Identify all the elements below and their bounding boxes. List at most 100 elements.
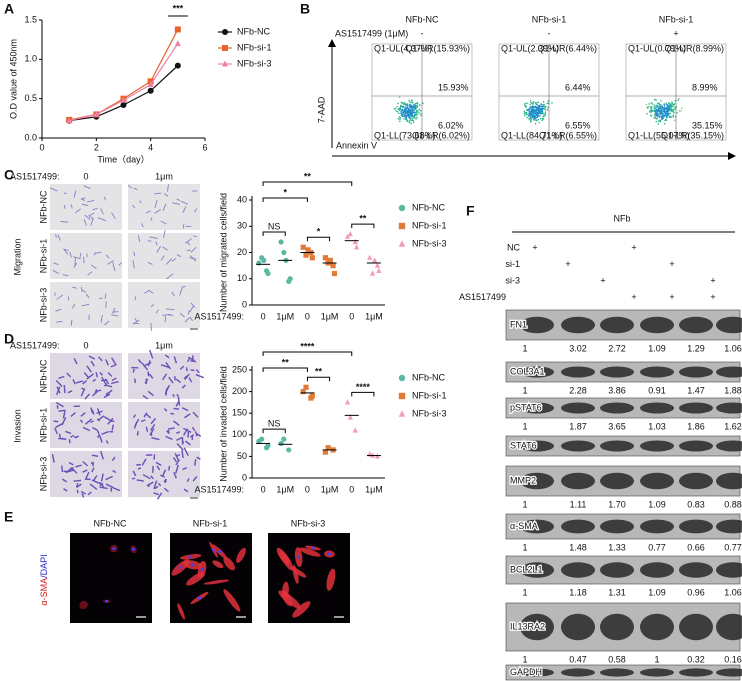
quantification: 1.06 [724,587,742,597]
cell [97,356,103,362]
cell [147,390,154,397]
cell [176,254,181,258]
cell [161,373,168,381]
annotation: ** [359,214,367,224]
condition-mark: + [710,292,715,302]
bracket [351,391,375,397]
cell [111,380,119,385]
event [419,104,421,106]
event [653,104,656,106]
event [657,123,660,125]
cell [110,357,117,366]
cell [190,369,195,372]
cell [163,230,166,238]
quadrant-label: Q1-LR(6.02%) [412,130,470,140]
quantification: 1 [654,654,659,664]
cell [160,255,165,261]
cell [137,358,143,364]
event [655,108,658,111]
band [679,668,713,677]
event [658,119,661,122]
cell [145,426,149,432]
cell [160,474,165,478]
column-label: 1μm [155,340,173,350]
event [655,104,658,107]
cell [55,386,61,396]
legend-label: NFb-NC [412,372,445,382]
event [672,116,675,118]
event [669,116,671,118]
condition-mark: + [631,242,636,252]
cell [85,471,90,480]
y-tick-label: 100 [232,429,247,439]
quadrant-label: Q1-UL(2.39%) [501,43,559,53]
condition-label: AS1517499 [459,292,506,302]
cell [147,289,154,294]
event [540,103,543,106]
point [174,26,181,33]
cell [140,419,146,423]
event [417,111,420,114]
annotation: * [283,187,287,197]
band [600,316,634,334]
event [661,105,664,107]
band [600,472,634,490]
cell [185,440,191,446]
cell [165,435,173,441]
point [376,267,382,273]
cell [150,417,157,425]
y-tick-label: 0 [242,299,247,309]
point [398,204,406,212]
event [531,107,534,109]
cell [107,260,114,265]
cell [96,429,100,435]
quantification: 0.16 [724,654,742,664]
event [399,107,402,109]
event [402,111,405,114]
band [520,562,554,578]
event [410,115,412,118]
cell [162,246,168,251]
panel-letter: A [4,1,14,17]
band [561,519,595,534]
cell [60,220,69,223]
nucleus [179,566,183,570]
band [640,562,674,578]
row-label: NFb-NC [38,190,48,223]
band [561,366,595,378]
cell [190,360,197,363]
cell [145,413,152,419]
nucleus [131,547,135,551]
band [716,562,742,578]
cell [87,491,92,496]
band-label: MMP2 [510,475,536,485]
band-label: FN1 [510,319,527,329]
cell [132,368,135,373]
event [529,119,532,122]
point [327,257,333,263]
x-prefix: AS1517499: [194,311,244,321]
assay-label: Migration [12,238,22,275]
cell [145,210,151,214]
event [654,107,657,109]
quantification: 1.70 [608,499,626,509]
bracket [262,367,308,372]
event [674,106,676,109]
event [404,106,406,108]
cell [110,364,116,368]
event [647,107,649,109]
cell [168,376,174,384]
event [403,118,405,120]
cell [75,380,84,384]
cell [103,383,107,387]
event [542,115,545,118]
event [534,122,537,125]
y-tick-label: 10 [237,273,247,283]
cell [86,365,92,373]
event [670,110,673,113]
cell [112,262,116,272]
cell [52,269,60,275]
event [416,110,419,112]
point [331,270,338,277]
cell [166,273,174,280]
